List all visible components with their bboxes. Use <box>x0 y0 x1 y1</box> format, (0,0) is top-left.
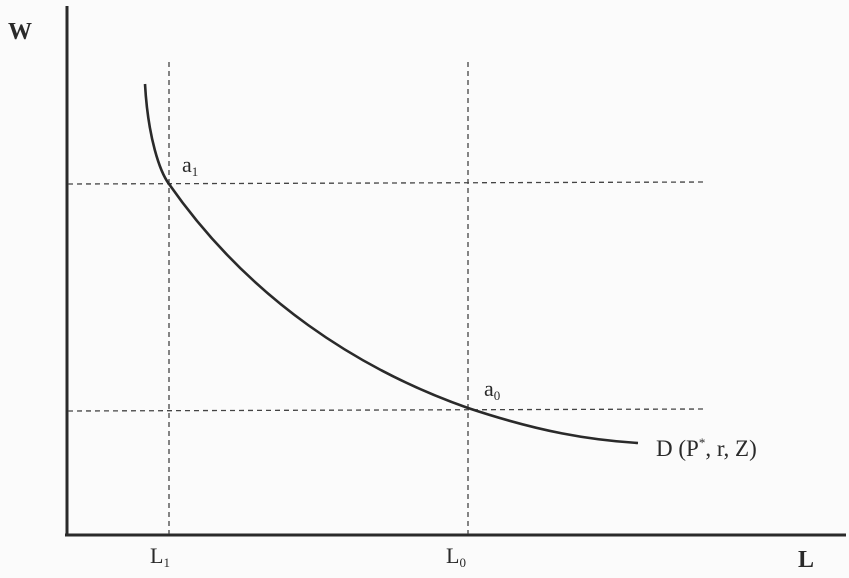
point-label-a1: a1 <box>182 152 199 179</box>
point-label-a0: a0 <box>484 376 501 403</box>
x-tick-label-l0: L0 <box>446 543 466 570</box>
x-tick-label-l1: L1 <box>150 543 170 570</box>
a0-wage-guide-line <box>67 408 707 412</box>
demand-curve <box>143 83 639 445</box>
y-axis-label: W <box>8 19 32 45</box>
a1-wage-guide-line <box>67 181 707 185</box>
demand-curve-label: D (P*, r, Z) <box>656 435 757 461</box>
x-axis-label: L <box>798 547 815 573</box>
